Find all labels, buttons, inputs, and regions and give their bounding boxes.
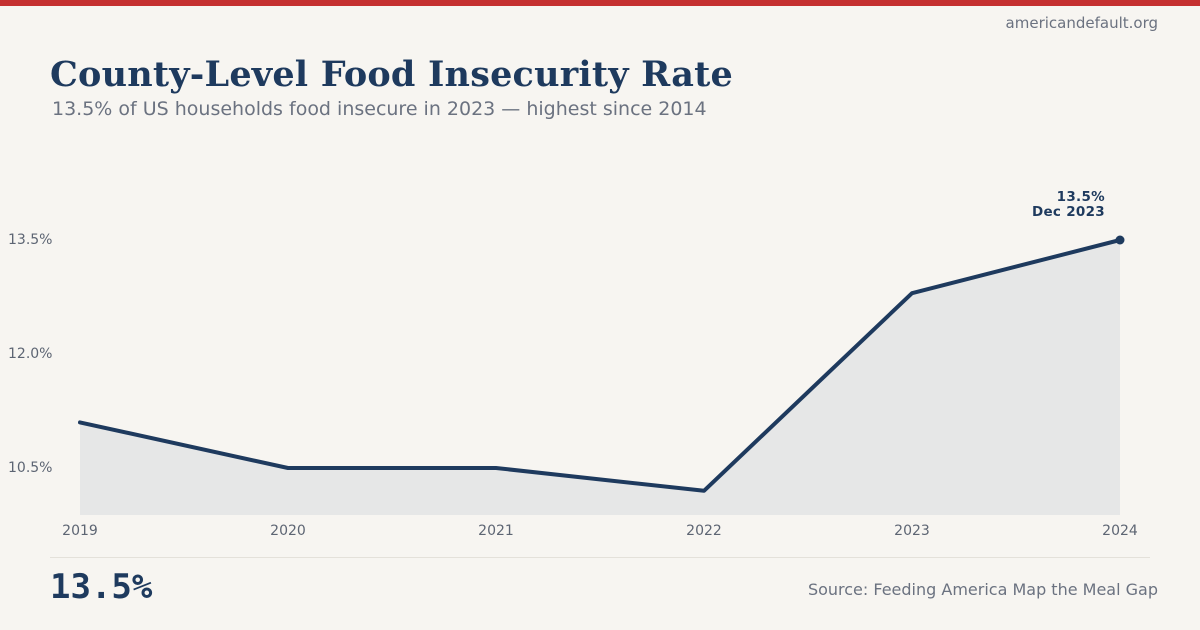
y-tick-label: 10.5% xyxy=(8,460,53,476)
y-tick-label: 13.5% xyxy=(8,232,53,248)
source-credit: Source: Feeding America Map the Meal Gap xyxy=(807,580,1158,599)
page-title: County-Level Food Insecurity Rate xyxy=(50,54,733,95)
annotation-date: Dec 2023 xyxy=(1031,204,1105,220)
x-tick-label: 2024 xyxy=(1102,523,1138,539)
trend-line xyxy=(78,238,1122,493)
end-point-dot xyxy=(1115,235,1125,245)
area-fill xyxy=(80,240,1120,515)
y-tick-label: 12.0% xyxy=(8,346,53,362)
endpoint-annotation: 13.5% Dec 2023 xyxy=(1032,190,1105,220)
headline-stat: 13.5% xyxy=(50,567,153,607)
x-tick-label: 2022 xyxy=(686,523,722,539)
page-subtitle: 13.5% of US households food insecure in … xyxy=(52,98,707,120)
top-accent-bar xyxy=(0,0,1200,6)
x-tick-label: 2020 xyxy=(270,523,306,539)
x-tick-label: 2023 xyxy=(894,523,930,539)
x-tick-label: 2021 xyxy=(478,523,514,539)
annotation-value: 13.5% xyxy=(1056,189,1105,205)
footer-divider xyxy=(50,557,1150,558)
x-tick-label: 2019 xyxy=(62,523,98,539)
site-url: americandefault.org xyxy=(1005,14,1158,32)
